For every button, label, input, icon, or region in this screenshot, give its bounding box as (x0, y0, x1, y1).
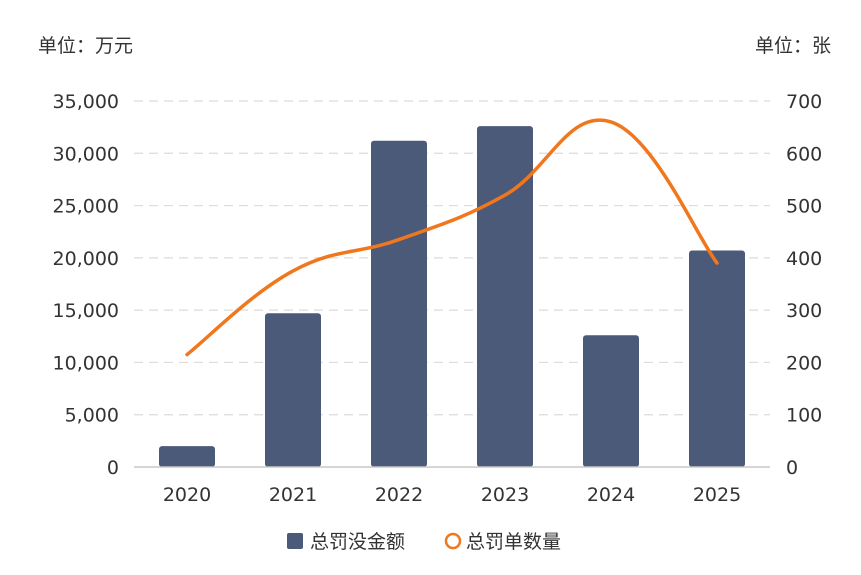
legend-bar-swatch (287, 533, 303, 549)
line-series-path (185, 118, 719, 357)
left-tick-label: 15,000 (53, 300, 119, 322)
x-tick-label: 2020 (163, 484, 211, 506)
right-tick-label: 0 (786, 457, 798, 479)
legend: 总罚没金额 总罚单数量 (287, 531, 561, 553)
right-tick-label: 400 (786, 248, 822, 270)
right-tick-label: 500 (786, 196, 822, 218)
x-axis-ticks: 2020 2021 2022 2023 2024 2025 (163, 484, 741, 506)
left-tick-label: 10,000 (53, 352, 119, 374)
left-tick-label: 5,000 (65, 405, 119, 427)
bar-2020 (159, 446, 215, 467)
right-tick-label: 100 (786, 405, 822, 427)
bar-2023 (477, 126, 533, 468)
bar-2021 (265, 313, 321, 467)
left-tick-label: 20,000 (53, 248, 119, 270)
x-tick-label: 2024 (587, 484, 635, 506)
left-axis-unit-label: 单位：万元 (38, 35, 133, 57)
x-tick-label: 2022 (375, 484, 423, 506)
right-axis-unit-label: 单位：张 (755, 35, 831, 57)
x-tick-label: 2025 (693, 484, 741, 506)
left-tick-label: 0 (107, 457, 119, 479)
x-tick-label: 2021 (269, 484, 317, 506)
legend-bar-label: 总罚没金额 (310, 531, 405, 553)
left-tick-label: 25,000 (53, 196, 119, 218)
x-tick-label: 2023 (481, 484, 529, 506)
left-tick-label: 35,000 (53, 91, 119, 113)
grid-lines (134, 100, 770, 416)
right-axis-ticks: 0 100 200 300 400 500 600 700 (786, 91, 822, 479)
right-tick-label: 600 (786, 143, 822, 165)
left-axis-ticks: 0 5,000 10,000 15,000 20,000 25,000 30,000 35,0… (53, 91, 119, 479)
bar-2022 (371, 140, 427, 468)
bar-2025 (689, 250, 745, 467)
left-tick-label: 30,000 (53, 143, 119, 165)
right-tick-label: 200 (786, 352, 822, 374)
legend-line-marker (444, 532, 462, 550)
legend-line-label: 总罚单数量 (466, 531, 561, 553)
right-tick-label: 700 (786, 91, 822, 113)
bar-series (159, 126, 745, 468)
bar-2024 (583, 335, 639, 467)
right-tick-label: 300 (786, 300, 822, 322)
